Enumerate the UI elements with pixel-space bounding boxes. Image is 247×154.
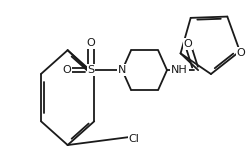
Text: O: O	[184, 39, 193, 49]
Text: NH: NH	[171, 65, 188, 75]
Text: Cl: Cl	[128, 134, 139, 144]
Text: O: O	[87, 38, 95, 48]
Text: N: N	[118, 65, 126, 75]
Text: S: S	[87, 65, 95, 75]
Text: O: O	[237, 47, 246, 57]
Text: O: O	[62, 65, 71, 75]
